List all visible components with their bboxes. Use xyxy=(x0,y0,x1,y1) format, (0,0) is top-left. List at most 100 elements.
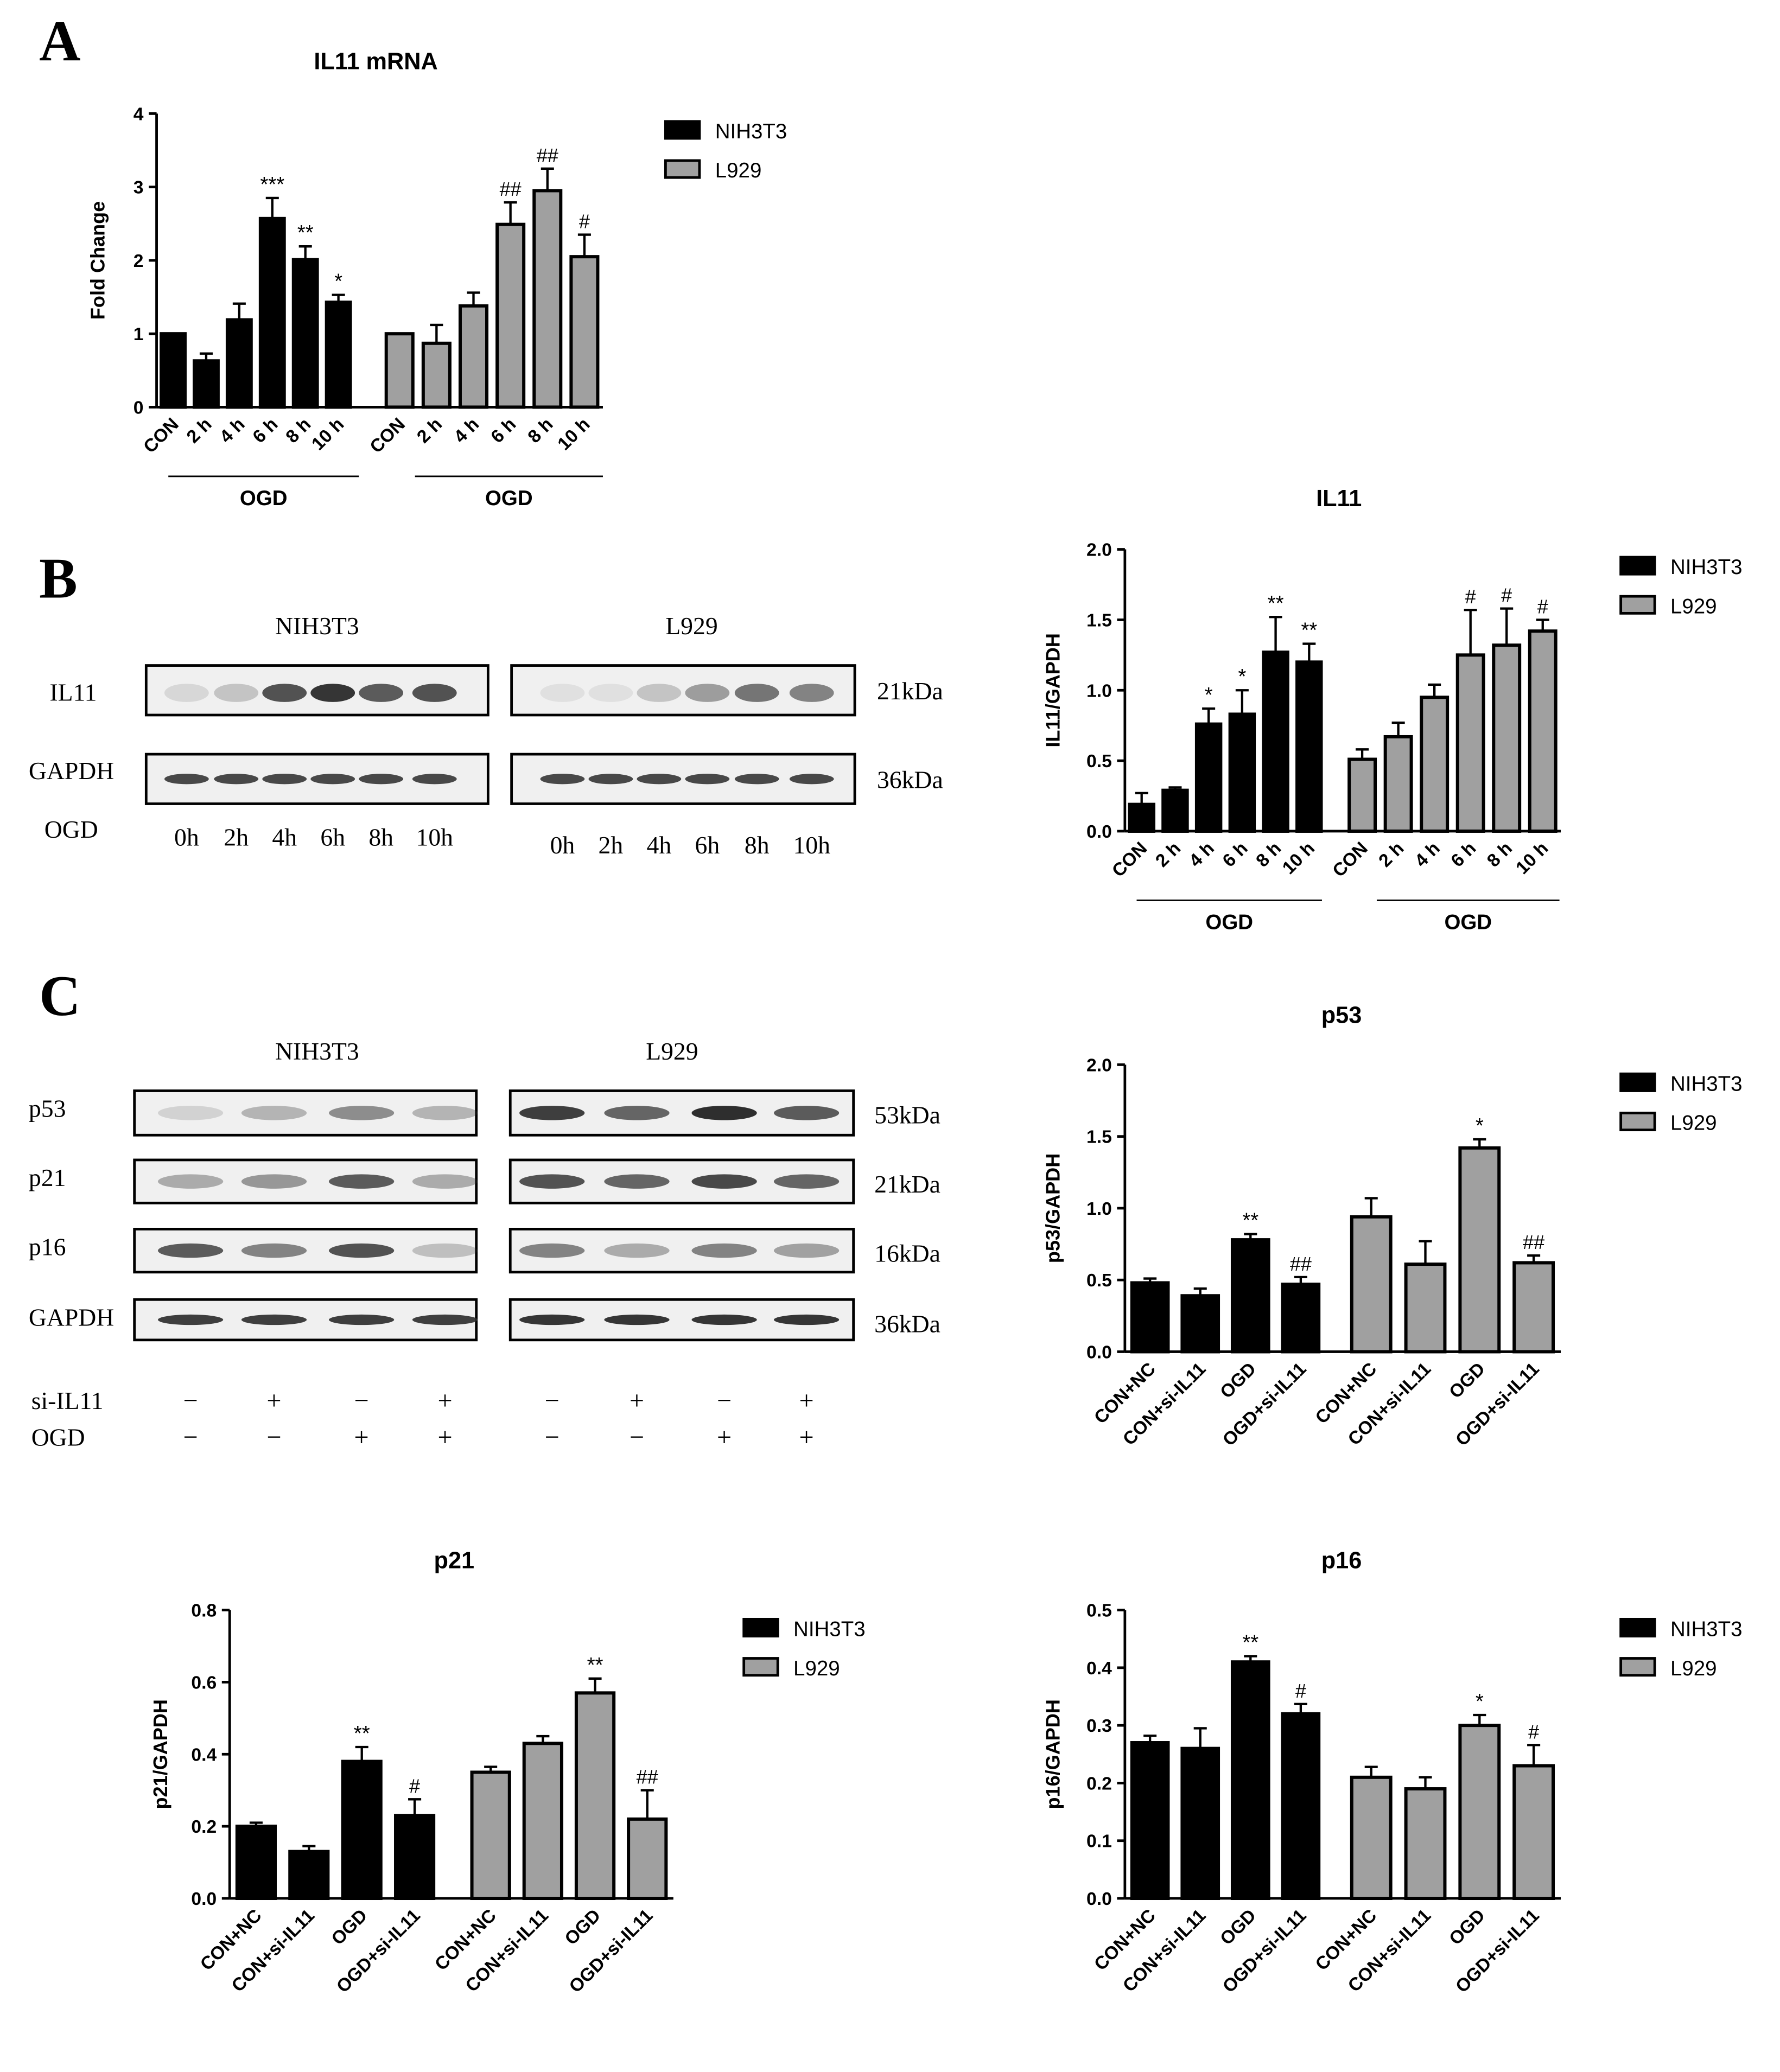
significance-mark: * xyxy=(1476,1114,1484,1138)
blot-band xyxy=(685,684,730,702)
blot-row-label: IL11 xyxy=(49,678,97,706)
blot-lane-label: 6h xyxy=(320,823,345,851)
blot-lane-label: 2h xyxy=(224,823,249,851)
y-tick-label: 2.0 xyxy=(1086,540,1112,560)
bar xyxy=(1458,1146,1501,1354)
blot-band xyxy=(412,1106,478,1120)
bar xyxy=(1404,1263,1447,1354)
bar xyxy=(1180,1294,1220,1354)
bar xyxy=(325,301,352,409)
group-label: OGD xyxy=(240,487,288,510)
blot-band xyxy=(519,1174,585,1189)
y-axis-label: p16/GAPDH xyxy=(1042,1699,1064,1809)
y-tick-label: 1 xyxy=(134,324,144,345)
treatment-sign: + xyxy=(437,1423,452,1452)
y-tick-label: 0.0 xyxy=(191,1889,217,1909)
blot-band xyxy=(214,774,259,785)
blot-row-label: p16 xyxy=(29,1233,66,1260)
significance-mark: ** xyxy=(354,1722,370,1745)
bar xyxy=(1281,1283,1321,1354)
blot-mw-label: 21kDa xyxy=(877,677,943,705)
blot-cell-label: L929 xyxy=(665,612,717,640)
legend-label: NIH3T3 xyxy=(793,1618,866,1641)
blot-band xyxy=(412,1174,478,1189)
y-axis-label: p21/GAPDH xyxy=(149,1699,171,1809)
y-tick-label: 0.2 xyxy=(191,1817,217,1837)
treatment-sign: + xyxy=(437,1386,452,1415)
y-tick-label: 0.5 xyxy=(1086,1271,1112,1291)
treatment-sign: + xyxy=(354,1423,369,1452)
significance-mark: ** xyxy=(1301,619,1317,642)
blot-band xyxy=(519,1106,585,1120)
bar xyxy=(1458,1724,1501,1901)
blot-band xyxy=(164,684,209,702)
western-blot-b: NIH3T3 L929 IL11 21kDa GAPDH 36kDa OGD 0h 2h 4h 6h… xyxy=(29,612,943,859)
blot-cell-label: NIH3T3 xyxy=(275,612,359,640)
y-tick-label: 0.0 xyxy=(1086,1889,1112,1909)
blot-lane-label: 0h xyxy=(174,823,199,851)
panel-label-b: B xyxy=(39,547,78,610)
bar xyxy=(235,1825,277,1901)
y-tick-label: 0.0 xyxy=(1086,1342,1112,1362)
blot-band xyxy=(734,684,779,702)
blot-band xyxy=(773,1314,840,1325)
blot-mw-label: 36kDa xyxy=(874,1310,940,1337)
bar xyxy=(1230,1660,1270,1901)
blot-band xyxy=(604,1174,670,1189)
treatment-sign: − xyxy=(183,1423,198,1452)
blot-band xyxy=(691,1243,757,1258)
significance-mark: * xyxy=(334,270,342,293)
blot-band xyxy=(412,774,457,785)
blot-band xyxy=(691,1106,757,1120)
blot-band xyxy=(789,684,834,702)
bar xyxy=(495,222,526,409)
bar xyxy=(1512,1764,1555,1901)
chart-title: IL11 mRNA xyxy=(314,49,437,75)
blot-lane-label: 2h xyxy=(599,831,624,859)
bar xyxy=(1528,629,1558,833)
blot-band xyxy=(241,1314,307,1325)
treatment-sign: − xyxy=(266,1423,281,1452)
significance-mark: ** xyxy=(587,1654,603,1677)
y-tick-label: 3 xyxy=(134,178,144,198)
blot-lane-label: 4h xyxy=(647,831,672,859)
bar xyxy=(1130,1281,1170,1354)
blot-lane-label: 8h xyxy=(368,823,393,851)
blot-mw-label: 21kDa xyxy=(874,1170,940,1198)
bar xyxy=(160,332,187,409)
blot-band xyxy=(157,1174,224,1189)
bar xyxy=(1262,651,1289,833)
blot-lane-label: 0h xyxy=(550,831,575,859)
y-tick-label: 0.6 xyxy=(191,1673,217,1693)
blot-band xyxy=(773,1106,840,1120)
bar xyxy=(1350,1215,1393,1354)
blot-row-label: p53 xyxy=(29,1095,66,1123)
blot-row-label: p21 xyxy=(29,1164,66,1191)
significance-mark: ** xyxy=(297,221,314,245)
significance-mark: ** xyxy=(1242,1209,1258,1233)
blot-band xyxy=(157,1243,224,1258)
blot-band xyxy=(310,774,355,785)
blot-row-label: GAPDH xyxy=(29,757,114,785)
legend-label: NIH3T3 xyxy=(1670,556,1743,579)
y-axis-label: p53/GAPDH xyxy=(1042,1153,1064,1263)
bar xyxy=(1350,1775,1393,1901)
blot-band xyxy=(262,774,307,785)
blot-band xyxy=(157,1106,224,1120)
panel-label-c: C xyxy=(39,964,80,1028)
y-tick-label: 4 xyxy=(134,104,144,124)
blot-band xyxy=(214,684,259,702)
y-tick-label: 0.5 xyxy=(1086,751,1112,772)
legend-swatch xyxy=(1619,1072,1656,1092)
significance-mark: ## xyxy=(537,144,558,167)
treatment-sign: + xyxy=(630,1386,644,1415)
blot-band xyxy=(328,1174,395,1189)
legend-label: NIH3T3 xyxy=(1670,1618,1743,1641)
significance-mark: ## xyxy=(637,1766,658,1788)
legend-label: L929 xyxy=(1670,1112,1717,1135)
blot-band xyxy=(359,774,404,785)
bar xyxy=(288,1850,330,1901)
blot-band xyxy=(588,774,633,785)
bar xyxy=(1512,1261,1555,1354)
blot-band xyxy=(685,774,730,785)
